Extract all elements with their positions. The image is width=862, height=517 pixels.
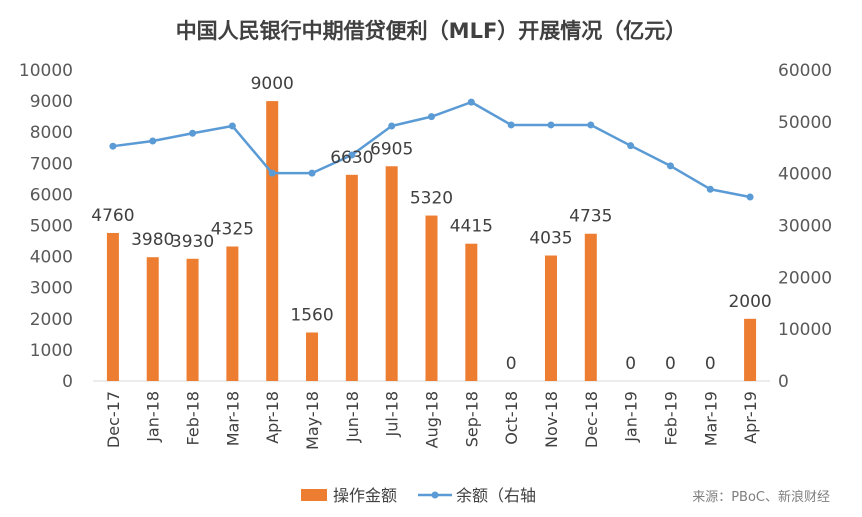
x-tick-label: Apr-18 (263, 391, 282, 444)
y-left-tick-label: 10000 (19, 61, 73, 81)
line-point (388, 122, 396, 130)
bar-data-label: 0 (665, 354, 676, 374)
y-left-tick-label: 0 (62, 372, 73, 392)
bar (146, 257, 159, 381)
line-point (587, 121, 595, 129)
y-left-tick-label: 2000 (30, 310, 73, 330)
line-point (666, 162, 674, 170)
bar-data-label: 3980 (131, 230, 174, 250)
y-right-tick-label: 60000 (778, 61, 832, 81)
bar-data-label: 6630 (330, 148, 373, 168)
line-series (109, 98, 754, 201)
legend-label-line: 余额（右轴 (456, 486, 536, 505)
y-left-tick-label: 5000 (30, 217, 73, 237)
bar (465, 243, 478, 381)
x-tick-label: Aug-18 (423, 391, 442, 448)
bar-data-label: 4325 (211, 219, 254, 239)
bar-data-label: 4760 (91, 206, 134, 226)
legend-label-bar: 操作金额 (333, 486, 397, 505)
y-left-tick-label: 4000 (30, 248, 73, 268)
x-tick-label: Sep-18 (462, 391, 481, 447)
line-point (507, 121, 515, 129)
source-note: 来源：PBoC、新浪财经 (692, 489, 830, 505)
y-left-tick-label: 1000 (30, 341, 73, 361)
bar-data-label: 4415 (450, 217, 493, 237)
x-tick-label: Jan-19 (622, 391, 641, 443)
bar-series (106, 101, 757, 381)
x-tick-label: May-18 (303, 391, 322, 450)
bar-data-label: 1560 (290, 305, 333, 325)
x-tick-label: Jan-18 (144, 391, 163, 443)
legend-swatch-bar (301, 489, 327, 501)
y-left-tick-label: 7000 (30, 154, 73, 174)
y-right-tick-label: 30000 (778, 217, 832, 237)
bar (306, 332, 319, 381)
x-tick-label: Nov-18 (542, 391, 561, 448)
legend: 操作金额 余额（右轴 (301, 486, 536, 505)
axes: 0 1000 2000 3000 4000 5000 6000 7000 8000 9000 100… (19, 61, 832, 450)
line-point (109, 142, 117, 150)
x-tick-label: Mar-18 (223, 391, 242, 446)
bar-data-label: 0 (705, 354, 716, 374)
y-left-tick-label: 9000 (30, 92, 73, 112)
line-point (149, 137, 157, 145)
x-tick-label: Feb-18 (184, 391, 203, 445)
bar (544, 255, 557, 381)
y-right-tick-label: 20000 (778, 268, 832, 288)
x-tick-label: Apr-19 (741, 391, 760, 444)
bar-data-label: 3930 (171, 232, 214, 252)
bar-data-label: 5320 (410, 189, 453, 209)
line-point (746, 193, 754, 201)
y-left-tick-label: 3000 (30, 279, 73, 299)
bar (744, 318, 757, 381)
line-point (308, 169, 316, 177)
line-point (189, 129, 197, 137)
y-right-tick-label: 40000 (778, 165, 832, 185)
y-right-tick-label: 50000 (778, 113, 832, 133)
x-tick-label: Dec-18 (582, 391, 601, 448)
x-tick-label: Oct-18 (502, 391, 521, 445)
bar (226, 246, 239, 381)
x-tick-label: Jul-18 (383, 391, 402, 437)
bar-data-label: 4035 (529, 229, 572, 249)
chart-title: 中国人民银行中期借贷便利（MLF）开展情况（亿元） (176, 19, 687, 43)
bar (186, 258, 199, 381)
line-point (706, 185, 714, 193)
bar (266, 101, 279, 381)
x-tick-label: Mar-19 (701, 391, 720, 446)
bar-data-label: 6905 (370, 139, 413, 159)
line-point (228, 122, 236, 130)
y-left-tick-label: 8000 (30, 123, 73, 143)
line-point (627, 142, 635, 150)
line-point (467, 98, 475, 106)
bar-data-label: 4735 (569, 207, 612, 227)
y-right-tick-label: 10000 (778, 320, 832, 340)
x-tick-label: Jun-18 (343, 391, 362, 443)
line-point (348, 151, 356, 159)
bar (425, 215, 438, 381)
legend-swatch-marker (431, 491, 439, 499)
bar-data-label: 2000 (728, 292, 771, 312)
bar (385, 166, 398, 381)
line-point (428, 113, 435, 121)
bar (345, 174, 358, 381)
x-tick-label: Feb-19 (661, 391, 680, 445)
bar-data-label: 0 (625, 354, 636, 374)
line-point (268, 169, 276, 177)
y-left-tick-label: 6000 (30, 185, 73, 205)
line-point (547, 121, 555, 129)
bar-data-label: 9000 (251, 74, 294, 94)
y-right-tick-label: 0 (778, 372, 789, 392)
bar-data-label: 0 (506, 354, 517, 374)
x-tick-label: Dec-17 (104, 391, 123, 448)
bar (106, 232, 119, 381)
bar (584, 233, 597, 381)
